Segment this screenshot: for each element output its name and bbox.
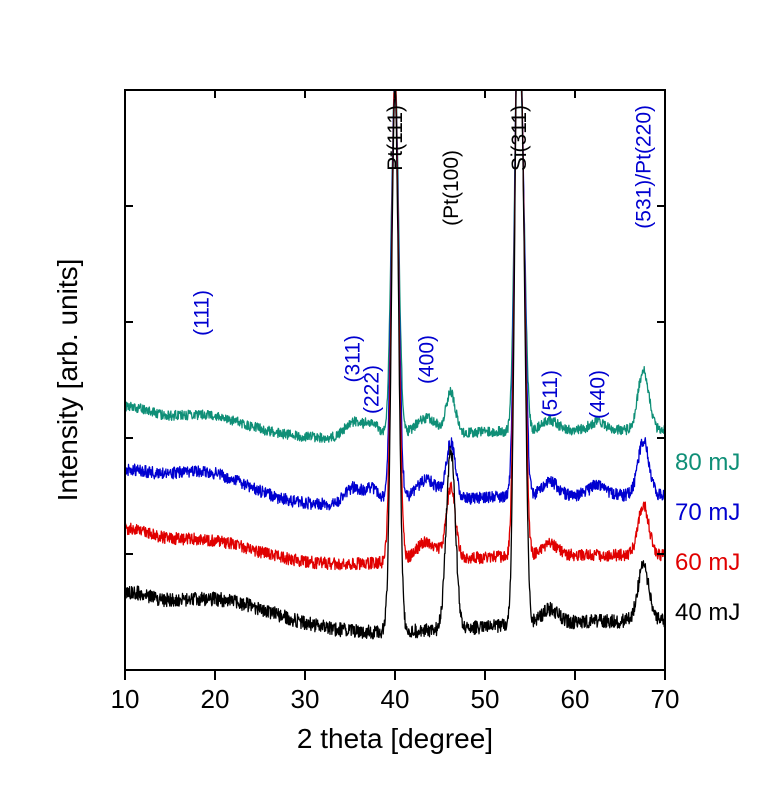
x-tick-label: 60 [561,684,590,714]
peak-label: (222) [361,365,384,414]
x-axis-label: 2 theta [degree] [297,723,493,754]
peak-label: (531)/Pt(220) [632,105,655,229]
peak-label: Pt(111) [384,105,407,171]
x-tick-label: 30 [291,684,320,714]
x-tick-label: 40 [381,684,410,714]
y-axis-label: Intensity [arb. units] [52,259,83,502]
x-tick-label: 20 [201,684,230,714]
series-label: 70 mJ [675,499,740,526]
xrd-intensity-chart: 10 20 30 40 50 60 70 2 theta [degree] Intensity … [0,0,758,793]
series-label: 80 mJ [675,449,740,476]
series-label: 60 mJ [675,549,740,576]
series-label: 40 mJ [675,599,740,626]
x-tick-label: 50 [471,684,500,714]
x-tick-label: 70 [651,684,680,714]
peak-label: (111) [191,290,214,336]
peak-label: Si(311) [508,105,531,171]
peak-label: (400) [416,335,439,384]
peak-label: (Pt(100) [440,150,463,226]
peak-label: (511) [539,370,562,417]
x-tick-label: 10 [111,684,140,714]
peak-label: (440) [587,370,610,419]
